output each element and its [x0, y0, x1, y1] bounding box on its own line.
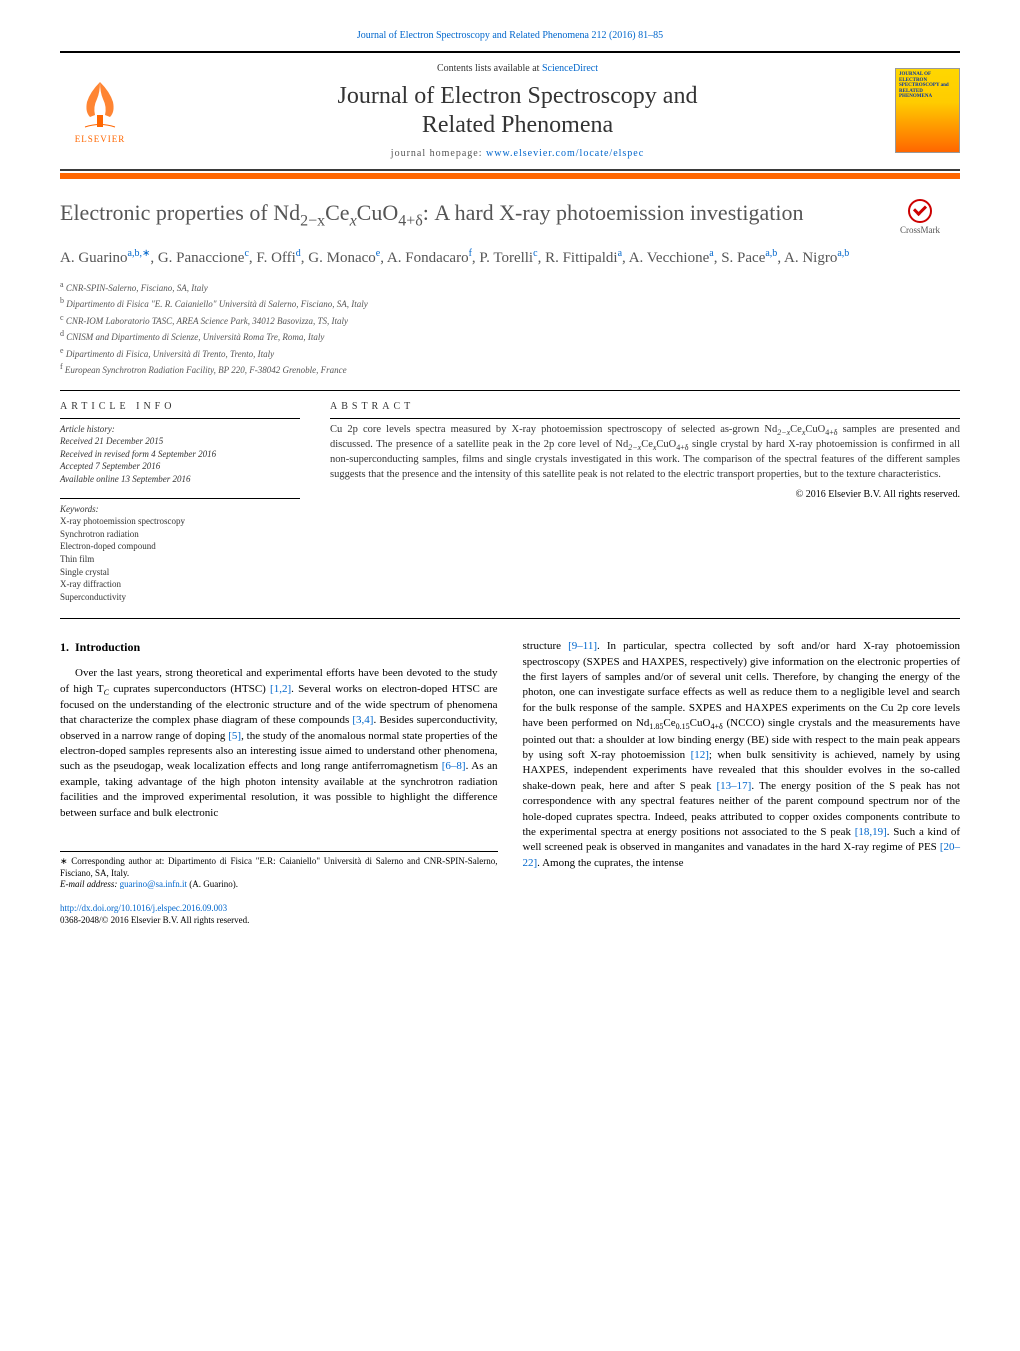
keyword-6: X-ray diffraction	[60, 578, 300, 591]
journal-cover-thumbnail: JOURNAL OF ELECTRON SPECTROSCOPY and REL…	[895, 68, 960, 153]
footnote-block: ∗ Corresponding author at: Dipartimento …	[60, 851, 498, 891]
corresponding-author: ∗ Corresponding author at: Dipartimento …	[60, 856, 498, 879]
author-2: , G. Panaccione	[150, 250, 244, 266]
abstract-copyright: © 2016 Elsevier B.V. All rights reserved…	[330, 489, 960, 500]
orange-divider-bar	[60, 173, 960, 179]
keyword-3: Electron-doped compound	[60, 540, 300, 553]
citation-header: Journal of Electron Spectroscopy and Rel…	[60, 30, 960, 41]
body-col2-p1: structure [9–11]. In particular, spectra…	[523, 639, 961, 871]
author-7: , R. Fittipaldi	[538, 250, 618, 266]
keyword-4: Thin film	[60, 553, 300, 566]
homepage-line: journal homepage: www.elsevier.com/locat…	[140, 148, 895, 159]
sciencedirect-link[interactable]: ScienceDirect	[542, 63, 598, 74]
author-6: , P. Torelli	[472, 250, 533, 266]
author-3: , F. Offi	[249, 250, 296, 266]
history-label: Article history:	[60, 423, 300, 436]
history-accepted: Accepted 7 September 2016	[60, 460, 300, 473]
ref-12[interactable]: [12]	[691, 749, 709, 761]
journal-title: Journal of Electron Spectroscopy and Rel…	[140, 82, 895, 140]
crossmark-label: CrossMark	[900, 225, 940, 235]
email-line: E-mail address: guarino@sa.infn.it (A. G…	[60, 879, 498, 891]
elsevier-logo: ELSEVIER	[60, 66, 140, 156]
affiliations: a CNR-SPIN-Salerno, Fisciano, SA, Italy …	[60, 279, 960, 378]
affil-d: d CNISM and Dipartimento di Scienze, Uni…	[60, 328, 960, 345]
title-suffix: : A hard X-ray photoemission investigati…	[423, 200, 804, 225]
elsevier-tree-icon	[75, 77, 125, 132]
ref-9-11[interactable]: [9–11]	[568, 640, 597, 652]
crossmark-icon	[908, 199, 932, 223]
journal-title-l1: Journal of Electron Spectroscopy and	[338, 83, 698, 109]
abstract-heading: ABSTRACT	[330, 401, 960, 412]
contents-label: Contents lists available at	[437, 63, 542, 74]
title-sub2: x	[350, 212, 357, 229]
issn-copyright: 0368-2048/© 2016 Elsevier B.V. All right…	[60, 915, 498, 927]
body-column-right: structure [9–11]. In particular, spectra…	[523, 639, 961, 926]
author-10: , A. Nigro	[777, 250, 837, 266]
ref-13-17[interactable]: [13–17]	[717, 780, 752, 792]
body-col1-p1: Over the last years, strong theoretical …	[60, 666, 498, 821]
ref-6-8[interactable]: [6–8]	[442, 760, 466, 772]
authors-list: A. Guarinoa,b,∗, G. Panaccionec, F. Offi…	[60, 247, 960, 269]
affil-f: f European Synchrotron Radiation Facilit…	[60, 361, 960, 378]
affil-e: e Dipartimento di Fisica, Università di …	[60, 345, 960, 362]
elsevier-label: ELSEVIER	[75, 134, 126, 144]
affil-b: b Dipartimento di Fisica "E. R. Caianiel…	[60, 295, 960, 312]
article-title: Electronic properties of Nd2−xCexCuO4+δ:…	[60, 199, 880, 232]
journal-cover-text: JOURNAL OF ELECTRON SPECTROSCOPY and REL…	[896, 69, 959, 103]
page-container: Journal of Electron Spectroscopy and Rel…	[0, 0, 1020, 956]
keyword-1: X-ray photoemission spectroscopy	[60, 515, 300, 528]
info-abstract-row: ARTICLE INFO Article history: Received 2…	[60, 401, 960, 604]
author-10-sup: a,b	[837, 248, 849, 259]
title-sub3: 4+δ	[398, 212, 423, 229]
homepage-link[interactable]: www.elsevier.com/locate/elspec	[486, 148, 644, 159]
title-sub1: 2−x	[300, 212, 325, 229]
keyword-7: Superconductivity	[60, 591, 300, 604]
body-columns: 1. Introduction Over the last years, str…	[60, 639, 960, 926]
article-history: Article history: Received 21 December 20…	[60, 418, 300, 486]
author-5: , A. Fondacaro	[380, 250, 468, 266]
email-link[interactable]: guarino@sa.infn.it	[120, 879, 187, 889]
keywords-block: Keywords: X-ray photoemission spectrosco…	[60, 498, 300, 604]
keyword-5: Single crystal	[60, 566, 300, 579]
doi-link[interactable]: http://dx.doi.org/10.1016/j.elspec.2016.…	[60, 903, 227, 913]
affil-a: a CNR-SPIN-Salerno, Fisciano, SA, Italy	[60, 279, 960, 296]
title-prefix: Electronic properties of Nd	[60, 200, 300, 225]
affil-c: c CNR-IOM Laboratorio TASC, AREA Science…	[60, 312, 960, 329]
crossmark-check-icon	[913, 202, 927, 216]
article-header: Electronic properties of Nd2−xCexCuO4+δ:…	[60, 199, 960, 235]
journal-title-l2: Related Phenomena	[422, 112, 613, 138]
section-1-heading: 1. Introduction	[60, 639, 498, 656]
abstract-text: Cu 2p core levels spectra measured by X-…	[330, 418, 960, 483]
header-center: Contents lists available at ScienceDirec…	[140, 63, 895, 159]
title-mid1: Ce	[325, 200, 349, 225]
abstract-column: ABSTRACT Cu 2p core levels spectra measu…	[330, 401, 960, 604]
ref-5[interactable]: [5]	[228, 730, 241, 742]
history-online: Available online 13 September 2016	[60, 473, 300, 486]
article-info-column: ARTICLE INFO Article history: Received 2…	[60, 401, 300, 604]
doi-block: http://dx.doi.org/10.1016/j.elspec.2016.…	[60, 903, 498, 926]
journal-header-box: ELSEVIER Contents lists available at Sci…	[60, 51, 960, 171]
article-info-heading: ARTICLE INFO	[60, 401, 300, 412]
ref-1-2[interactable]: [1,2]	[270, 683, 291, 695]
author-1-sup: a,b,∗	[128, 248, 151, 259]
ref-18-19[interactable]: [18,19]	[855, 826, 887, 838]
author-1: A. Guarino	[60, 250, 128, 266]
keywords-label: Keywords:	[60, 503, 300, 516]
contents-line: Contents lists available at ScienceDirec…	[140, 63, 895, 74]
author-9-sup: a,b	[765, 248, 777, 259]
history-revised: Received in revised form 4 September 201…	[60, 448, 300, 461]
author-8: , A. Vecchione	[622, 250, 709, 266]
author-4: , G. Monaco	[301, 250, 376, 266]
divider-top	[60, 390, 960, 391]
history-received: Received 21 December 2015	[60, 435, 300, 448]
keyword-2: Synchrotron radiation	[60, 528, 300, 541]
homepage-label: journal homepage:	[391, 148, 486, 159]
ref-3-4[interactable]: [3,4]	[352, 714, 373, 726]
divider-mid	[60, 618, 960, 619]
crossmark-badge[interactable]: CrossMark	[880, 199, 960, 235]
author-9: , S. Pace	[714, 250, 766, 266]
title-mid2: CuO	[357, 200, 399, 225]
body-column-left: 1. Introduction Over the last years, str…	[60, 639, 498, 926]
